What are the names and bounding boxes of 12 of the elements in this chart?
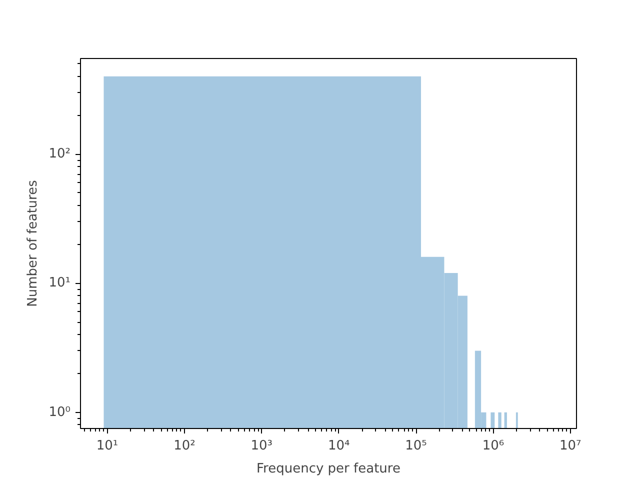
x-tick-label: 10³ [250, 438, 273, 454]
x-tick-label: 10⁶ [482, 438, 504, 454]
x-tick-label: 10⁴ [328, 438, 350, 454]
x-tick-label: 10⁷ [560, 438, 582, 454]
y-tick-label: 10² [48, 146, 71, 162]
y-axis-title: Number of features [26, 180, 41, 307]
y-tick-label: 10⁰ [48, 404, 71, 420]
x-tick-label: 10² [174, 438, 196, 454]
x-axis-title: Frequency per feature [256, 462, 400, 476]
x-tick-label: 10¹ [96, 438, 118, 454]
x-tick-label: 10⁵ [405, 438, 427, 454]
y-tick-label: 10¹ [48, 276, 71, 291]
